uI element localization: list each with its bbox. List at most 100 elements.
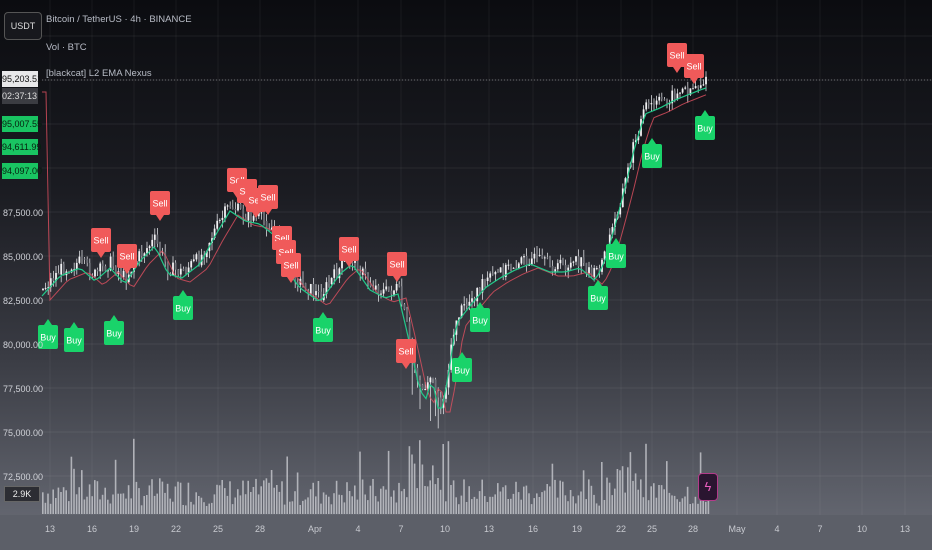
candle-body (692, 88, 694, 90)
badge-label: Sell (686, 62, 701, 72)
lightning-logo-icon[interactable]: ϟ (698, 473, 718, 501)
volume-bar (504, 485, 507, 514)
volume-bar (187, 482, 190, 514)
candle-body (377, 285, 380, 295)
candle-body (694, 86, 697, 89)
volume-bar (554, 479, 556, 514)
x-axis-label: 25 (212, 524, 224, 534)
sell-signal-badge[interactable]: Sell (258, 185, 278, 215)
volume-bar (44, 502, 47, 514)
volume-bar (608, 482, 611, 514)
candle-body (434, 379, 437, 392)
candle-body (195, 254, 198, 260)
volume-bar (491, 496, 494, 514)
candle-body (497, 272, 499, 273)
volume-bar (104, 487, 106, 514)
x-axis-label: 10 (856, 524, 868, 534)
candle-body (330, 277, 333, 285)
volume-bar (689, 504, 691, 514)
volume-bar (367, 500, 369, 514)
badge-box (642, 144, 662, 168)
candle-body (385, 286, 388, 290)
badge-label: Buy (697, 124, 713, 134)
volume-bar (320, 503, 322, 514)
candle-body (231, 207, 234, 209)
badge-box (588, 286, 608, 310)
candle-body (504, 264, 507, 277)
sell-signal-badge[interactable]: Sell (396, 339, 416, 369)
candle-body (250, 210, 252, 221)
buy-signal-badge[interactable]: Buy (173, 290, 193, 320)
volume-bar (114, 459, 117, 514)
volume-bar (315, 496, 317, 514)
volume-bar (208, 503, 210, 514)
volume-bar (645, 443, 647, 514)
candle-body (647, 102, 650, 105)
volume-bar (627, 467, 629, 514)
signal-markers: SellSellSellSellSellSellSellSellSellSell… (38, 43, 715, 382)
sell-signal-badge[interactable]: Sell (281, 253, 301, 283)
candle-body (260, 212, 263, 214)
volume-bar (148, 485, 151, 514)
buy-signal-badge[interactable]: Buy (606, 238, 626, 268)
sell-signal-badge[interactable]: Sell (387, 252, 407, 282)
volume-bar (523, 486, 525, 514)
candle-body (458, 317, 460, 321)
badge-label: Sell (389, 260, 404, 270)
x-axis-label: 4 (774, 524, 780, 534)
buy-signal-badge[interactable]: Buy (64, 322, 84, 352)
indicator-legend[interactable]: [blackcat] L2 EMA Nexus (46, 68, 152, 79)
candle-body (403, 304, 406, 310)
x-axis-label: 7 (817, 524, 823, 534)
volume-bar (260, 486, 262, 514)
volume-bar (686, 486, 689, 514)
candle-body (315, 291, 317, 296)
sell-signal-badge[interactable]: Sell (667, 43, 687, 73)
buy-signal-badge[interactable]: Buy (588, 280, 608, 310)
volume-bar (525, 485, 528, 514)
volume-bar (533, 498, 535, 514)
volume-bar (192, 504, 195, 514)
sell-signal-badge[interactable]: Sell (339, 237, 359, 267)
volume-bar (458, 504, 460, 514)
volume-bar (478, 491, 481, 514)
candle-body (530, 258, 533, 265)
candle-body (179, 268, 182, 275)
candle-body (424, 389, 427, 390)
sell-signal-badge[interactable]: Sell (684, 54, 704, 84)
volume-bar (434, 484, 437, 514)
volume-legend[interactable]: Vol · BTC (46, 42, 87, 53)
candle-body (338, 268, 341, 279)
sell-signal-badge[interactable]: Sell (117, 244, 137, 274)
sell-signal-badge[interactable]: Sell (91, 228, 111, 258)
candle-body (619, 207, 622, 215)
volume-bar (101, 494, 104, 514)
badge-label: Buy (472, 316, 488, 326)
buy-signal-badge[interactable]: Buy (642, 138, 662, 168)
badge-pointer (594, 280, 602, 286)
candle-body (62, 263, 65, 276)
badge-box (64, 328, 84, 352)
buy-signal-badge[interactable]: Buy (313, 312, 333, 342)
candle-body (536, 253, 538, 256)
buy-signal-badge[interactable]: Buy (470, 302, 490, 332)
symbol-button[interactable]: USDT (4, 12, 42, 40)
candle-body (426, 382, 429, 390)
chart-title[interactable]: Bitcoin / TetherUS · 4h · BINANCE (46, 14, 192, 25)
candle-body (416, 367, 419, 380)
buy-signal-badge[interactable]: Buy (452, 352, 472, 382)
buy-signal-badge[interactable]: Buy (695, 110, 715, 140)
buy-signal-badge[interactable]: Buy (104, 315, 124, 345)
sell-signal-badge[interactable]: Sell (150, 191, 170, 221)
volume-bar (616, 469, 619, 514)
volume-bar (658, 485, 660, 514)
badge-pointer (673, 67, 681, 73)
buy-signal-badge[interactable]: Buy (38, 319, 58, 349)
volume-bar (489, 496, 491, 514)
candle-body (533, 253, 536, 259)
candle-body (317, 291, 320, 293)
volume-bar (52, 489, 54, 514)
volume-bar (309, 489, 312, 514)
